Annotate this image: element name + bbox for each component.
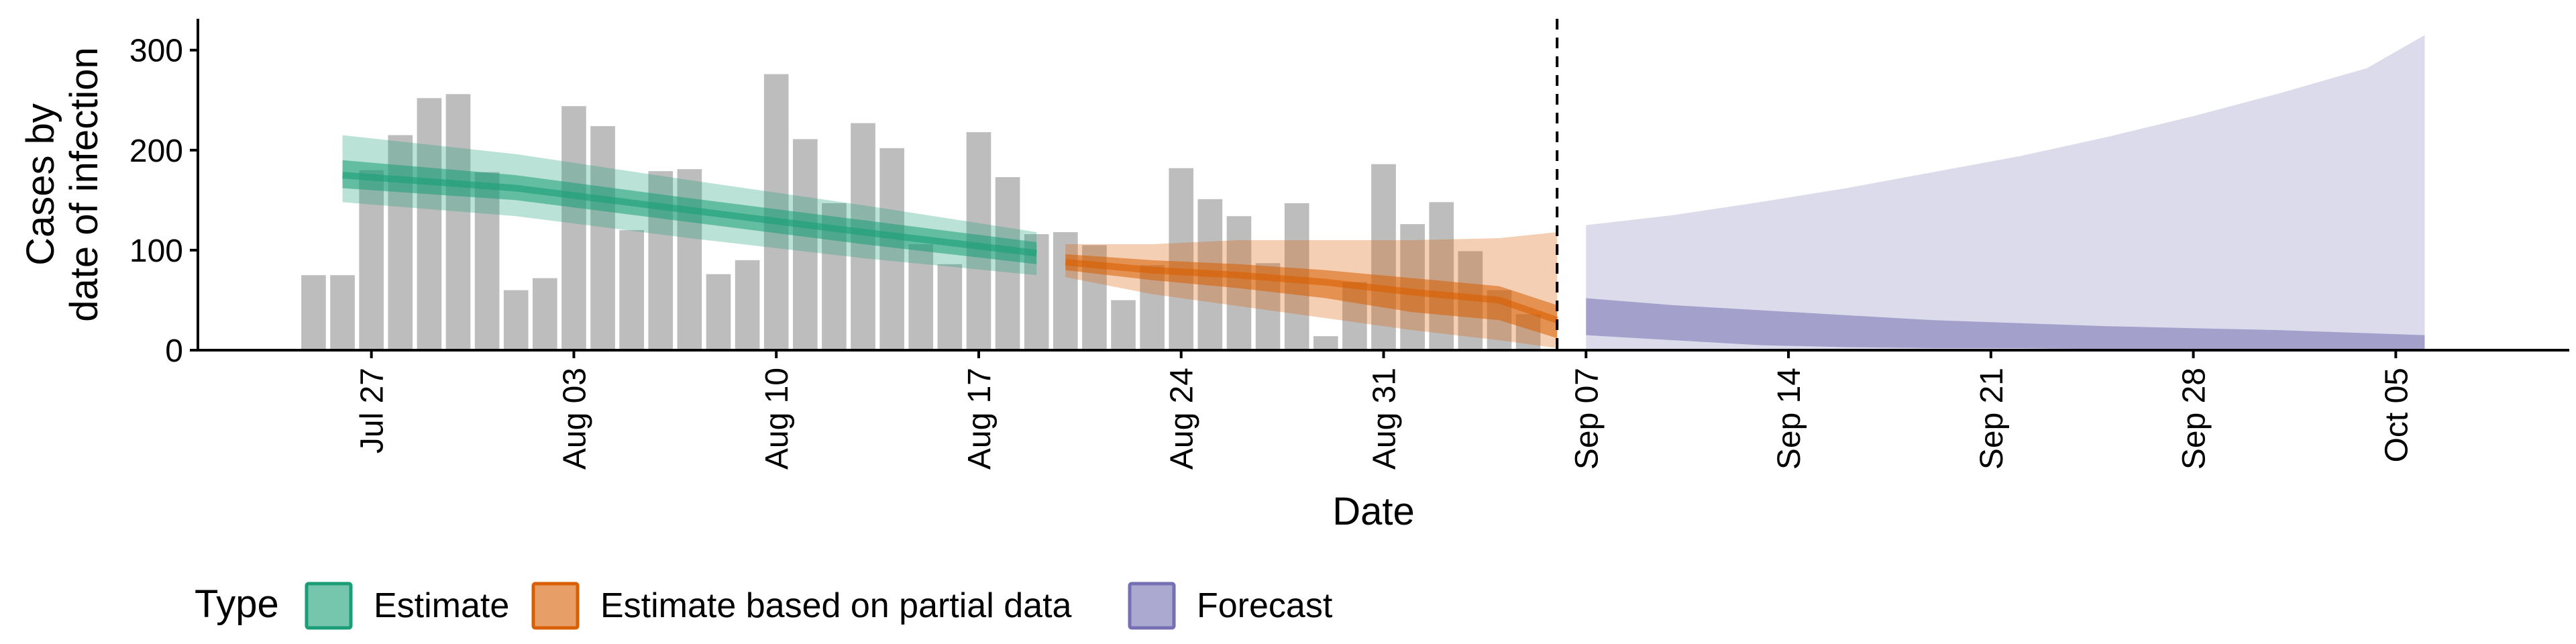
- legend-key-0: [305, 582, 353, 630]
- bar: [879, 148, 904, 350]
- bar: [561, 106, 586, 350]
- bar: [706, 274, 731, 350]
- ribbons-layer: [342, 35, 2425, 350]
- y-tick-label: 200: [129, 133, 183, 169]
- bar: [937, 264, 963, 350]
- y-axis-title-line-2: date of infection: [62, 47, 106, 322]
- bar: [474, 172, 500, 350]
- bar: [735, 260, 760, 350]
- legend-key-1: [531, 582, 580, 630]
- axes-layer: 0 100 200 300 Jul 27 Aug 03 Aug 10 Aug 17 Aug 24…: [19, 19, 2569, 533]
- bar: [590, 126, 615, 350]
- legend-title: Type: [195, 582, 279, 626]
- ribbon-inner-2: [1586, 298, 2425, 350]
- bar: [995, 177, 1020, 350]
- x-tick-label: Aug 24: [1165, 368, 1200, 470]
- legend-label-2: Forecast: [1197, 586, 1333, 625]
- bar: [417, 98, 442, 351]
- legend-key-2: [1128, 582, 1176, 630]
- bar: [301, 275, 326, 350]
- median-line-0: [342, 172, 1037, 257]
- bar: [1053, 232, 1078, 350]
- x-tick-label: Aug 17: [962, 368, 998, 470]
- y-axis-title-line-1: Cases by: [19, 103, 62, 266]
- x-tick-label: Sep 28: [2177, 368, 2212, 470]
- x-tick-label: Aug 03: [557, 368, 592, 470]
- x-tick-label: Aug 31: [1367, 368, 1403, 470]
- y-tick-label: 300: [129, 34, 183, 69]
- x-tick-label: Sep 21: [1974, 368, 2010, 470]
- bar: [532, 278, 557, 350]
- legend: Type Estimate Estimate based on partial da…: [195, 582, 1333, 630]
- bar: [792, 139, 818, 350]
- x-tick-label: Jul 27: [355, 368, 390, 453]
- x-tick-label: Oct 05: [2379, 368, 2414, 462]
- bar: [445, 94, 471, 350]
- median-line-1: [1065, 258, 1558, 323]
- x-tick-label: Sep 14: [1772, 368, 1807, 470]
- x-axis-title: Date: [1332, 490, 1415, 533]
- ribbon-outer-2: [1586, 35, 2425, 350]
- bar: [1429, 202, 1454, 350]
- bar: [1313, 336, 1338, 350]
- legend-label-1: Estimate based on partial data: [600, 586, 1072, 625]
- bar: [619, 230, 644, 350]
- bar: [1169, 168, 1194, 350]
- bar: [359, 170, 384, 351]
- y-tick-label: 100: [129, 233, 183, 269]
- x-tick-label: Sep 07: [1569, 368, 1605, 470]
- legend-label-0: Estimate: [374, 586, 509, 625]
- y-tick-label: 0: [165, 333, 183, 369]
- bar: [503, 290, 529, 350]
- bar: [330, 275, 355, 350]
- x-tick-label: Aug 10: [759, 368, 795, 470]
- bar: [1111, 300, 1136, 350]
- bar: [908, 244, 934, 350]
- bar: [1371, 164, 1396, 350]
